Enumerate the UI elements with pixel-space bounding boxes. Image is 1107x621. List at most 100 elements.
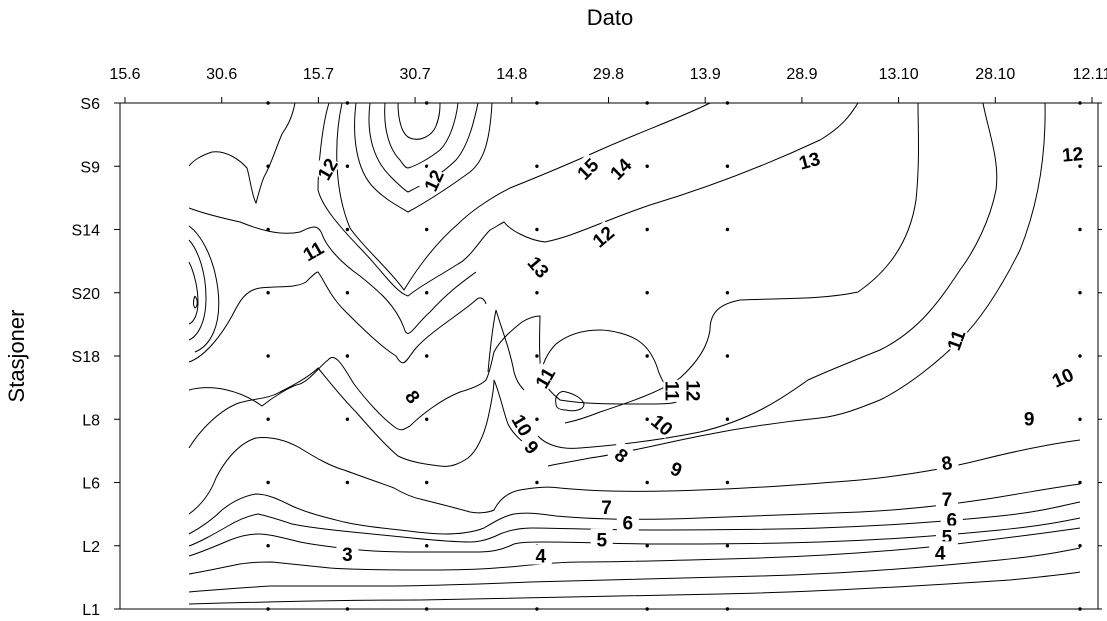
sample-point xyxy=(645,544,649,548)
sample-point xyxy=(1078,607,1082,611)
contour-line-16 xyxy=(384,102,459,169)
contour-line-1 xyxy=(188,571,1081,605)
contour-label-background xyxy=(684,379,705,402)
contour-line-2 xyxy=(188,547,1081,593)
sample-point xyxy=(266,291,270,295)
contour-label-background xyxy=(604,153,635,183)
contour-label: 13 xyxy=(797,149,823,175)
contour-label: 12 xyxy=(682,380,703,401)
sample-point xyxy=(1078,291,1082,295)
contour-label-background xyxy=(935,525,958,546)
contour-label: 12 xyxy=(1061,144,1084,167)
contour-label-background xyxy=(529,362,559,392)
contour-line-12-middle xyxy=(317,102,859,297)
contour-label: 8 xyxy=(940,453,954,476)
sample-point xyxy=(1078,227,1082,232)
sample-point xyxy=(425,417,429,421)
sample-point xyxy=(725,164,730,168)
contour-label: 4 xyxy=(935,543,946,564)
sample-point xyxy=(345,480,350,485)
contour-label: 12 xyxy=(589,223,619,253)
sample-point xyxy=(345,607,350,611)
contour-label-background xyxy=(336,543,359,564)
contour-label: 11 xyxy=(300,238,328,266)
contour-label-background xyxy=(298,235,328,265)
sample-point xyxy=(266,544,270,548)
x-tick-label: 14.8 xyxy=(496,66,527,83)
sample-point xyxy=(535,607,539,611)
x-tick-label: 15.7 xyxy=(303,66,334,83)
sample-point xyxy=(645,354,649,358)
contour-line-8-left xyxy=(188,367,541,467)
contour-label-background xyxy=(399,381,429,411)
x-tick-label: 30.6 xyxy=(206,66,237,83)
sample-point xyxy=(266,101,270,105)
sample-point xyxy=(425,291,429,295)
x-tick-label: 13.9 xyxy=(690,66,721,83)
sample-point xyxy=(535,417,539,421)
contour-label: 11 xyxy=(532,364,560,392)
sample-point xyxy=(345,291,350,295)
contour-label: 9 xyxy=(1024,409,1035,430)
sample-point xyxy=(425,480,429,485)
x-tick-label: 28.10 xyxy=(975,66,1015,83)
contour-label: 5 xyxy=(942,528,953,549)
contour-line-11-inner-loop xyxy=(188,225,220,353)
sample-point xyxy=(645,164,649,168)
contour-label: 11 xyxy=(660,381,681,402)
sample-point xyxy=(266,164,270,168)
x-tick-label: 13.10 xyxy=(879,66,919,83)
contour-label-background xyxy=(590,528,613,549)
contour-line-13 xyxy=(336,102,711,291)
sample-point xyxy=(1078,164,1082,168)
sample-point xyxy=(345,354,350,358)
contour-line-11-left xyxy=(188,207,477,334)
contour-label: 15 xyxy=(574,155,604,185)
contour-line-16-inner xyxy=(397,102,441,140)
sample-point xyxy=(535,480,539,485)
sample-point xyxy=(425,607,429,611)
sample-point xyxy=(725,544,730,548)
y-tick-label: L1 xyxy=(82,602,100,616)
contour-label: 3 xyxy=(342,545,353,566)
contour-label: 7 xyxy=(942,490,953,511)
sample-point xyxy=(1078,417,1082,421)
sample-point xyxy=(425,544,429,548)
contour-label-background xyxy=(935,488,958,509)
contour-label: 12 xyxy=(421,167,449,195)
contour-label-background xyxy=(1047,362,1077,391)
contour-line-9-left xyxy=(188,315,677,431)
sample-point xyxy=(645,607,649,611)
contour-label-background xyxy=(1018,407,1041,428)
contour-label-background xyxy=(616,511,639,532)
sample-point xyxy=(725,417,730,421)
contour-line-12-left xyxy=(188,102,296,205)
sample-point xyxy=(425,354,429,358)
sample-points xyxy=(266,101,1082,611)
y-axis-title: Stasjoner xyxy=(4,310,29,403)
contour-label: 10 xyxy=(647,411,677,441)
contour-label: 4 xyxy=(536,547,547,568)
contour-labels: 1212151413121110111213911811111210781091… xyxy=(298,141,1085,568)
contour-label-background xyxy=(524,251,555,282)
contour-label: 13 xyxy=(523,253,553,283)
sample-point xyxy=(645,101,649,105)
sample-point xyxy=(645,291,649,295)
sample-point xyxy=(535,291,539,295)
contour-label-background xyxy=(663,379,684,402)
contour-label: 5 xyxy=(596,531,607,552)
sample-point xyxy=(725,354,730,358)
contour-label-background xyxy=(517,431,548,462)
sample-point xyxy=(266,227,270,232)
contour-line-12-small-loop xyxy=(555,391,585,412)
contour-lines xyxy=(188,102,1081,605)
sample-point xyxy=(725,227,730,232)
y-tick-label: L6 xyxy=(82,476,100,493)
sample-point xyxy=(645,417,649,421)
x-tick-label: 15.6 xyxy=(109,66,140,83)
sample-point xyxy=(1078,101,1082,105)
contour-line-3 xyxy=(188,527,1081,575)
contour-label: 14 xyxy=(607,155,637,185)
sample-point xyxy=(266,354,270,358)
sample-point xyxy=(535,101,539,105)
